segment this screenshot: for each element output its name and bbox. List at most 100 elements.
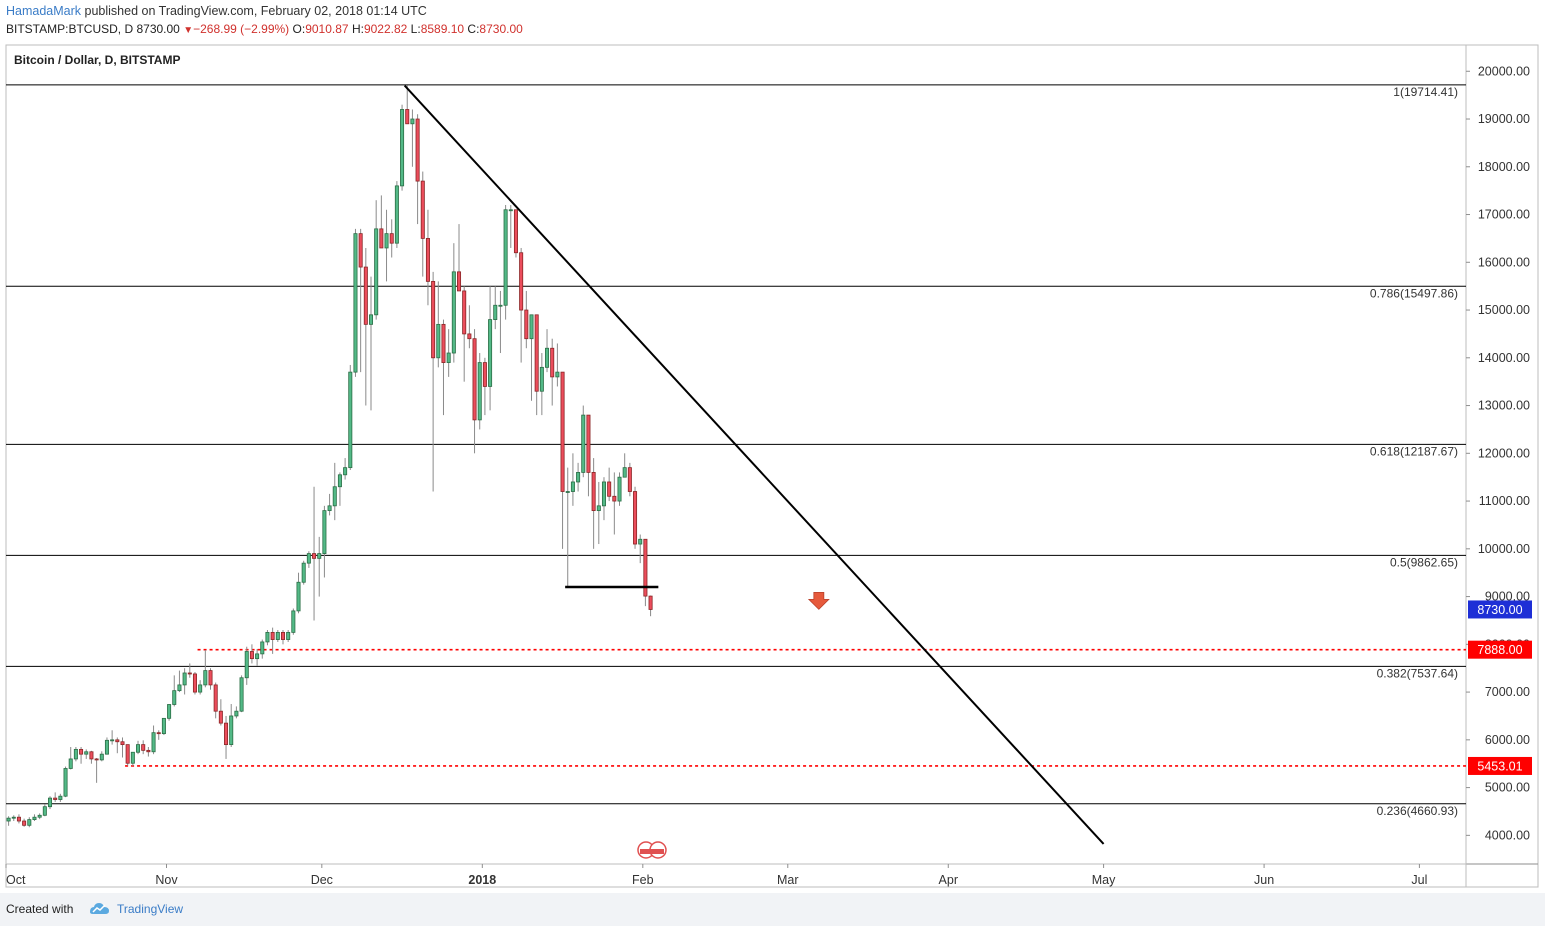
candle-up [136, 744, 141, 753]
fib-level-label: 1(19714.41) [1393, 85, 1458, 99]
candle-down [16, 816, 21, 822]
candle-down [389, 233, 394, 244]
candle-down [22, 820, 27, 826]
author-link[interactable]: HamadaMark [6, 4, 82, 18]
candle-up [488, 319, 493, 387]
candle-up [234, 710, 239, 717]
y-tick-label: 15000.00 [1478, 303, 1530, 317]
candle-up [493, 304, 498, 320]
candle-up [151, 732, 156, 753]
candle-up [384, 233, 389, 249]
candle-down [249, 651, 254, 660]
candle-up [508, 209, 513, 212]
x-tick-label: Apr [939, 873, 958, 887]
candle-up [27, 819, 32, 826]
candle-up [130, 751, 135, 764]
fib-level-label: 0.382(7537.64) [1377, 666, 1458, 680]
candle-down [519, 252, 524, 311]
candle-down [379, 228, 384, 249]
candle-up [244, 651, 249, 679]
close-label: C: [467, 22, 480, 36]
candle-up [296, 581, 301, 612]
candle-up [638, 538, 643, 545]
candle-up [229, 715, 234, 746]
candle-up [11, 816, 16, 819]
candle-down [53, 797, 58, 800]
candle-down [462, 290, 467, 335]
tradingview-brand[interactable]: TradingView [117, 902, 184, 916]
candle-down [441, 323, 446, 363]
fib-level-label: 0.618(12187.67) [1370, 444, 1458, 458]
candle-up [317, 553, 322, 559]
candle-down [125, 744, 130, 764]
support-price-label: 5453.01 [1477, 759, 1522, 773]
last-price-tag [1468, 600, 1532, 619]
candle-down [94, 758, 99, 761]
candle-up [255, 653, 260, 660]
candle-up [239, 677, 244, 712]
x-tick-label: Dec [311, 873, 333, 887]
price-axis-box [1465, 44, 1539, 888]
created-with-label: Created with [6, 902, 74, 916]
candle-down [213, 684, 218, 712]
candle-up [576, 472, 581, 483]
y-tick-label: 19000.00 [1478, 112, 1530, 126]
candle-down [156, 732, 161, 735]
candle-down [612, 495, 617, 502]
chart-title: Bitcoin / Dollar, D, BITSTAMP [14, 53, 180, 67]
candle-down [467, 333, 472, 340]
candle-up [477, 362, 482, 421]
down-arrow-icon: ▼ [183, 25, 194, 36]
candle-up [6, 817, 11, 822]
candle-up [84, 751, 89, 755]
y-tick-label: 12000.00 [1478, 446, 1530, 460]
candle-up [570, 481, 575, 492]
candle-up [400, 109, 405, 187]
candle-down [146, 749, 151, 753]
candle-down [208, 670, 213, 686]
candle-down [627, 467, 632, 492]
candle-up [63, 768, 68, 797]
y-tick-label: 4000.00 [1485, 828, 1530, 842]
candle-up [446, 352, 451, 363]
candle-up [565, 491, 570, 493]
high-label: H: [351, 22, 364, 36]
candle-up [167, 704, 172, 719]
candle-down [550, 347, 555, 378]
candle-up [343, 467, 348, 476]
candle-up [161, 717, 166, 735]
support-price-tag [1468, 640, 1532, 659]
close-value: 8730.00 [479, 22, 523, 36]
candle-up [596, 505, 601, 512]
candle-up [498, 304, 503, 307]
candle-up [260, 641, 265, 655]
y-tick-label: 16000.00 [1478, 255, 1530, 269]
candle-up [410, 118, 415, 125]
x-tick-label: May [1092, 873, 1116, 887]
candle-down [591, 472, 596, 512]
fib-level-label: 0.786(15497.86) [1370, 286, 1458, 300]
candle-down [312, 553, 317, 559]
candle-up [622, 467, 627, 478]
candle-up [48, 797, 53, 808]
candle-down [187, 672, 192, 675]
candle-up [617, 476, 622, 502]
candle-down [457, 271, 462, 292]
candle-down [358, 233, 363, 268]
candle-up [301, 562, 306, 583]
candle-down [472, 338, 477, 421]
candle-up [286, 631, 291, 640]
price-chart[interactable]: Bitcoin / Dollar, D, BITSTAMP 4000.00 5000… [0, 0, 1545, 893]
y-tick-label: 9000.00 [1485, 590, 1530, 604]
candle-down [120, 741, 125, 746]
candle-up [394, 185, 399, 244]
support-price-label: 7888.00 [1477, 643, 1522, 657]
candle-down [513, 209, 518, 254]
candle-down [192, 673, 197, 693]
candle-down [431, 280, 436, 359]
candle-down [560, 371, 565, 492]
y-tick-label: 20000.00 [1478, 64, 1530, 78]
candle-up [332, 486, 337, 507]
candle-up [291, 610, 296, 633]
candle-down [405, 109, 410, 125]
